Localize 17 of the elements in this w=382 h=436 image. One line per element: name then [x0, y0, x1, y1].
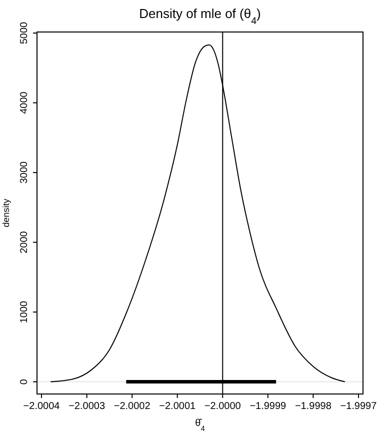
- y-tick-label: 1000: [19, 300, 30, 324]
- x-tick-label: −2.0003: [68, 401, 106, 412]
- y-axis-title: density: [1, 198, 11, 228]
- x-tick-label: −2.0002: [114, 401, 151, 412]
- x-tick-label: −2.0001: [159, 401, 196, 412]
- x-tick-label: −2.0000: [204, 401, 242, 412]
- x-tick-label: −1.9998: [294, 401, 332, 412]
- x-axis-title: θ̂$_{4}$: [195, 418, 205, 432]
- y-tick-label: 0: [19, 378, 30, 385]
- chart-title: Density of mle of (θ$_{4}$): [139, 6, 261, 26]
- x-tick-label: −1.9997: [340, 401, 378, 412]
- y-tick-label: 3000: [19, 160, 30, 184]
- y-tick-label: 5000: [19, 21, 30, 44]
- y-tick-label: 4000: [19, 91, 30, 114]
- x-tick-label: −2.0004: [23, 401, 60, 412]
- y-tick-label: 2000: [19, 230, 30, 254]
- x-tick-label: −1.9999: [250, 401, 287, 412]
